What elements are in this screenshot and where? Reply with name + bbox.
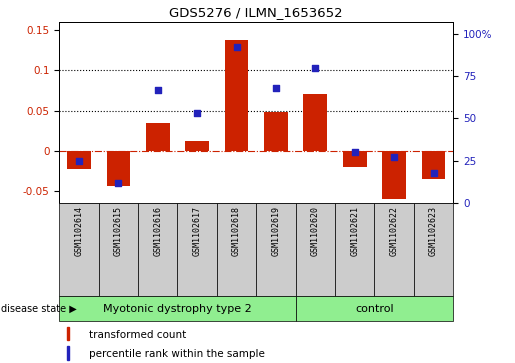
- Point: [232, 44, 241, 50]
- Bar: [225, 40, 248, 151]
- Bar: [185, 141, 209, 151]
- Text: percentile rank within the sample: percentile rank within the sample: [89, 349, 265, 359]
- FancyBboxPatch shape: [414, 203, 453, 296]
- Point: [390, 155, 398, 160]
- Point: [311, 65, 319, 70]
- Bar: [343, 151, 367, 167]
- Text: GSM1102618: GSM1102618: [232, 206, 241, 256]
- Text: GSM1102616: GSM1102616: [153, 206, 162, 256]
- Text: control: control: [355, 303, 393, 314]
- Bar: [264, 112, 288, 151]
- Point: [193, 110, 201, 116]
- Text: GSM1102623: GSM1102623: [429, 206, 438, 256]
- Text: Myotonic dystrophy type 2: Myotonic dystrophy type 2: [103, 303, 252, 314]
- Text: GSM1102617: GSM1102617: [193, 206, 201, 256]
- FancyBboxPatch shape: [296, 203, 335, 296]
- Text: GSM1102622: GSM1102622: [390, 206, 399, 256]
- Bar: [303, 94, 327, 151]
- FancyBboxPatch shape: [138, 203, 177, 296]
- Bar: [67, 151, 91, 168]
- Bar: [107, 151, 130, 185]
- Bar: [67, 346, 70, 360]
- Point: [153, 87, 162, 93]
- Title: GDS5276 / ILMN_1653652: GDS5276 / ILMN_1653652: [169, 6, 343, 19]
- Point: [430, 170, 438, 176]
- FancyBboxPatch shape: [296, 296, 453, 321]
- FancyBboxPatch shape: [177, 203, 217, 296]
- Text: GSM1102620: GSM1102620: [311, 206, 320, 256]
- Text: transformed count: transformed count: [89, 330, 186, 340]
- Text: GSM1102615: GSM1102615: [114, 206, 123, 256]
- Text: disease state ▶: disease state ▶: [1, 303, 77, 314]
- Bar: [146, 123, 169, 151]
- Bar: [422, 151, 445, 179]
- Bar: [382, 151, 406, 199]
- Point: [272, 85, 280, 91]
- Point: [75, 158, 83, 164]
- Point: [351, 150, 359, 155]
- FancyBboxPatch shape: [59, 203, 99, 296]
- Text: GSM1102614: GSM1102614: [75, 206, 83, 256]
- Point: [114, 180, 123, 186]
- FancyBboxPatch shape: [374, 203, 414, 296]
- FancyBboxPatch shape: [335, 203, 374, 296]
- Bar: [67, 327, 70, 340]
- Text: GSM1102619: GSM1102619: [271, 206, 280, 256]
- FancyBboxPatch shape: [59, 296, 296, 321]
- FancyBboxPatch shape: [217, 203, 256, 296]
- Text: GSM1102621: GSM1102621: [350, 206, 359, 256]
- FancyBboxPatch shape: [99, 203, 138, 296]
- FancyBboxPatch shape: [256, 203, 296, 296]
